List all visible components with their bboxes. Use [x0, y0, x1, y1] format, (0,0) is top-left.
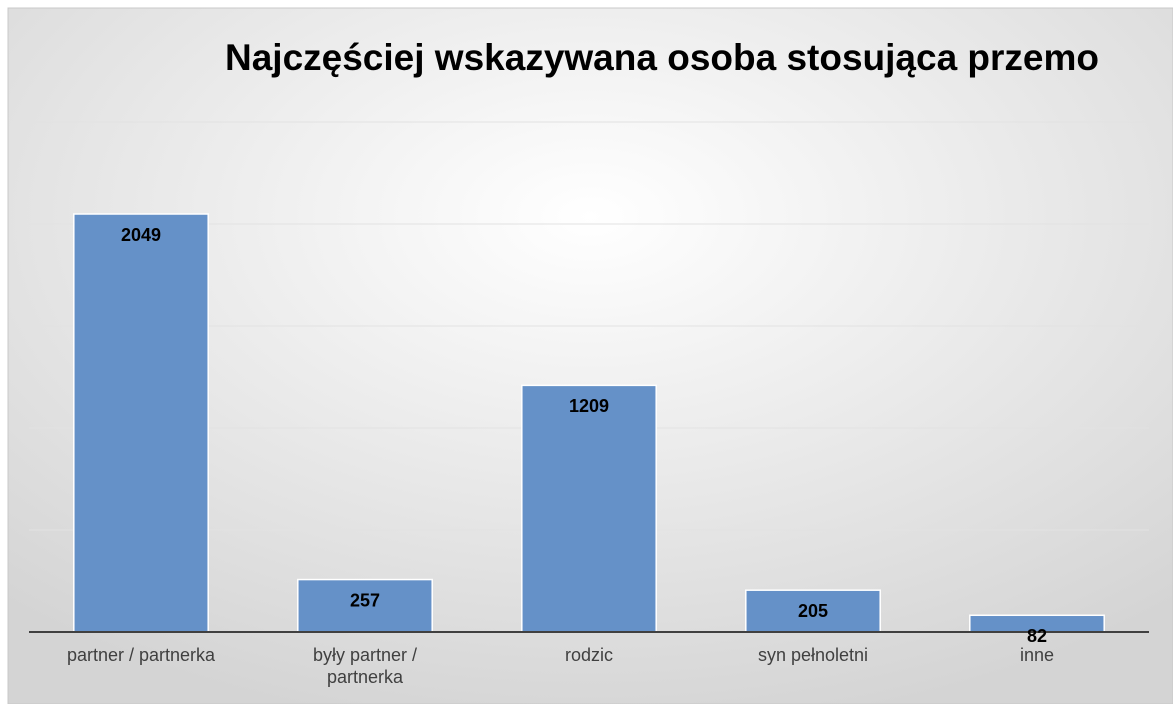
x-tick-label: były partner / partnerka	[312, 645, 418, 687]
data-label: 257	[350, 590, 380, 610]
data-label: 1209	[569, 396, 609, 416]
bar	[521, 384, 657, 633]
x-tick-label: syn pełnoletni	[757, 645, 869, 665]
data-label: 205	[798, 601, 828, 621]
chart-title: Najczęściej wskazywana osoba stosująca p…	[225, 37, 1099, 78]
data-label: 2049	[121, 225, 161, 245]
x-tick-label: partner / partnerka	[66, 645, 216, 665]
bar	[73, 213, 209, 633]
data-label: 82	[1027, 626, 1047, 646]
x-tick-label: inne	[1019, 645, 1055, 665]
x-tick-label: rodzic	[564, 645, 613, 665]
